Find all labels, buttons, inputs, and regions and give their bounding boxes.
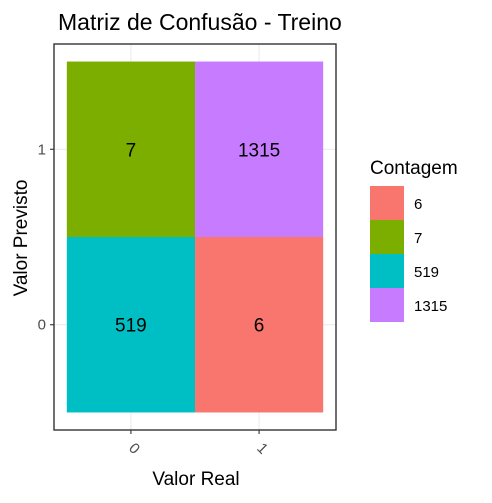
cell-label: 519 [115, 316, 147, 337]
panel-border [53, 43, 337, 431]
cell-label: 6 [254, 316, 265, 337]
chart-title: Matriz de Confusão - Treino [58, 9, 342, 35]
legend-label: 1315 [414, 298, 447, 315]
x-tick-label: 0 [125, 440, 143, 458]
legend-key [370, 220, 404, 254]
y-tick-label: 1 [38, 141, 46, 158]
legend-label: 6 [414, 196, 422, 213]
legend-title: Contagem [370, 158, 458, 179]
y-tick-label: 0 [38, 317, 46, 334]
legend-key [370, 186, 404, 220]
cell-label: 7 [126, 140, 137, 161]
y-axis-label: Valor Previsto [11, 180, 32, 297]
legend-key [370, 288, 404, 322]
heatmap-cell [195, 237, 324, 413]
heatmap-cell [195, 61, 324, 237]
cell-label: 1315 [238, 140, 280, 161]
legend: Contagem 6 7 519 1315 [370, 158, 458, 322]
plot-panel: 7 1315 519 6 0 1 0 1 [38, 43, 337, 458]
heatmap-cell [66, 61, 196, 237]
heatmap-cell [66, 237, 196, 413]
x-tick-label: 1 [253, 440, 271, 458]
x-axis-label: Valor Real [152, 469, 239, 490]
legend-label: 519 [414, 264, 439, 281]
legend-key [370, 254, 404, 288]
legend-label: 7 [414, 230, 422, 247]
